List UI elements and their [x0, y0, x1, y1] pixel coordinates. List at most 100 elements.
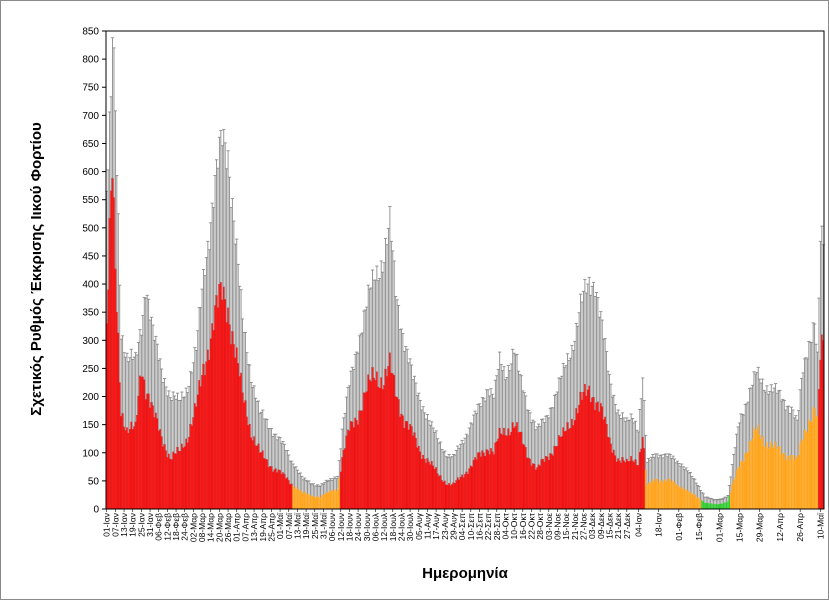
- bar: [735, 470, 738, 509]
- bar: [439, 475, 442, 510]
- bar: [390, 372, 393, 510]
- y-tick-label: 350: [82, 308, 99, 319]
- y-tick-label: 100: [82, 448, 99, 459]
- bar: [178, 450, 180, 510]
- x-tick-label: 02-Μαρ: [188, 513, 198, 542]
- bar: [553, 445, 556, 510]
- bar: [110, 190, 112, 510]
- bar: [672, 480, 674, 509]
- x-tick-label: 04-Σεπ: [457, 513, 467, 540]
- bar: [701, 500, 703, 509]
- x-tick-label: 16-Οκτ: [518, 512, 528, 539]
- x-tick-label: 06-Φεβ: [154, 513, 164, 541]
- bar: [458, 479, 461, 510]
- bar: [621, 457, 624, 510]
- x-tick-label: 01-Φεβ: [674, 513, 684, 541]
- bar: [767, 448, 770, 509]
- bar: [283, 474, 286, 510]
- bar: [259, 452, 261, 510]
- bar: [790, 455, 793, 509]
- bar: [714, 503, 716, 509]
- bar: [638, 452, 641, 510]
- bar: [625, 458, 628, 510]
- bar: [365, 391, 368, 510]
- bar: [344, 448, 346, 510]
- bar: [818, 389, 820, 510]
- x-tick-label: 29-Αυγ: [448, 512, 458, 540]
- x-tick-label: 18-Ιουν: [344, 513, 354, 541]
- bar: [118, 382, 121, 510]
- bar: [273, 469, 276, 510]
- bar: [637, 465, 640, 510]
- bar: [261, 450, 264, 510]
- x-tick-label: 24-Ιουλ: [396, 512, 406, 541]
- bar: [373, 377, 375, 510]
- bar: [412, 435, 414, 510]
- bar: [780, 454, 783, 509]
- bar: [511, 422, 514, 510]
- bar: [136, 414, 138, 510]
- bar: [521, 443, 524, 510]
- bar: [485, 449, 488, 510]
- bar: [500, 433, 502, 510]
- bar: [579, 391, 582, 510]
- bar: [659, 480, 661, 509]
- x-tick-label: 06-Ιουν: [327, 513, 337, 541]
- x-tick-label: 28-Σεπ: [492, 513, 502, 540]
- bar: [364, 392, 367, 510]
- bar: [532, 463, 534, 510]
- bar: [508, 435, 511, 510]
- y-tick-label: 200: [82, 392, 99, 403]
- bar: [296, 488, 299, 509]
- bar: [456, 477, 459, 510]
- bar: [201, 375, 203, 510]
- bar: [166, 457, 169, 510]
- bar: [234, 357, 237, 510]
- x-axis: 01-Ιαν07-Ιαν13-Ιαν19-Ιαν25-Ιαν31-Ιαν06-Φ…: [102, 509, 825, 542]
- bar: [520, 431, 523, 510]
- bar: [490, 448, 492, 510]
- bar: [263, 458, 266, 510]
- bar: [576, 413, 579, 510]
- x-tick-label: 07-Απρ: [240, 513, 250, 542]
- bar: [705, 502, 707, 509]
- bar: [124, 430, 127, 510]
- bar: [783, 452, 785, 509]
- bar: [722, 502, 725, 509]
- bar: [348, 430, 351, 510]
- bar: [224, 299, 227, 510]
- bar: [367, 374, 370, 510]
- y-tick-label: 500: [82, 223, 99, 234]
- bar: [218, 283, 221, 510]
- bar: [134, 421, 137, 510]
- bar: [691, 493, 693, 509]
- bar: [316, 496, 319, 509]
- bar: [730, 491, 732, 509]
- bar: [530, 465, 533, 510]
- x-tick-label: 12-Ιουν: [336, 513, 346, 541]
- x-tick-label: 09-Νοε: [552, 513, 562, 540]
- x-tick-label: 30-Ιουν: [362, 513, 372, 541]
- y-tick-label: 400: [82, 280, 99, 291]
- bar: [540, 459, 543, 510]
- bar: [396, 396, 398, 510]
- x-tick-label: 27-Νοε: [578, 513, 588, 540]
- bar: [598, 411, 601, 510]
- bar: [731, 484, 733, 509]
- bar: [563, 431, 566, 510]
- bar: [303, 491, 306, 509]
- bar: [799, 443, 801, 509]
- bar: [175, 453, 177, 510]
- bar: [696, 497, 699, 509]
- bar: [640, 448, 643, 510]
- bar: [131, 429, 134, 510]
- bar: [758, 434, 761, 509]
- x-tick-label: 10-Οκτ: [509, 512, 519, 539]
- bar: [599, 403, 602, 510]
- bar: [685, 488, 687, 509]
- bar: [290, 483, 293, 510]
- bar: [282, 472, 284, 510]
- bar: [562, 427, 565, 510]
- bar: [724, 502, 726, 509]
